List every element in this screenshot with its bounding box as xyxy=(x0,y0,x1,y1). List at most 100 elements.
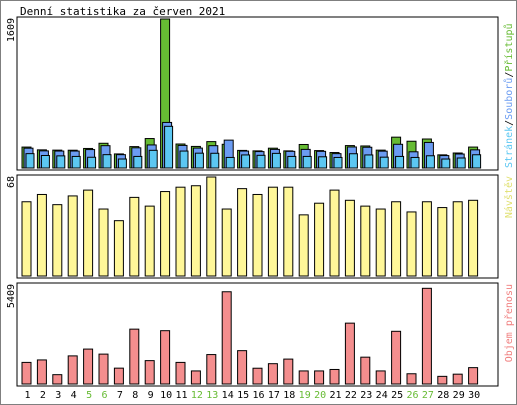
visits-bar xyxy=(298,214,309,277)
visits-bar xyxy=(175,186,186,277)
visits-series-label: Návštěv xyxy=(503,176,515,218)
day-label: 10 xyxy=(160,390,172,401)
bar-stranek xyxy=(271,152,281,169)
visits-bar xyxy=(375,208,386,277)
bar-stranek xyxy=(164,125,174,169)
visits-panel: 68 Návštěv xyxy=(6,174,515,279)
chart-title: Denní statistika za červen 2021 xyxy=(20,5,226,18)
visits-bar xyxy=(113,220,124,277)
traffic-bar xyxy=(344,322,355,385)
hits-panel-frame xyxy=(16,16,499,171)
day-label: 16 xyxy=(252,390,264,401)
bar-stranek xyxy=(25,153,35,169)
bar-stranek xyxy=(40,154,50,169)
bar-stranek xyxy=(87,156,97,169)
traffic-bar xyxy=(21,361,32,385)
visits-bar xyxy=(144,205,155,277)
day-label: 23 xyxy=(360,390,372,401)
traffic-bar xyxy=(144,360,155,385)
day-label: 22 xyxy=(345,390,357,401)
day-axis-labels: 1 2 3 4 5 6 7 8 9 10 11 12 13 14 15 16 17 18 19 20 21 22 23 24 2… xyxy=(24,390,480,401)
bar-stranek xyxy=(333,156,343,169)
visits-bar xyxy=(206,176,217,277)
visits-bar xyxy=(329,189,340,277)
bar-stranek xyxy=(441,158,451,169)
day-label: 19 xyxy=(299,390,311,401)
traffic-bar xyxy=(36,359,47,385)
traffic-bar xyxy=(298,370,309,385)
visits-bar xyxy=(160,191,171,277)
hits-legend-part: Přístupů xyxy=(503,23,515,71)
visits-bar xyxy=(221,208,232,277)
bar-stranek xyxy=(256,154,266,169)
day-label: 30 xyxy=(468,390,480,401)
day-label: 13 xyxy=(206,390,218,401)
day-label: 27 xyxy=(422,390,434,401)
traffic-bar xyxy=(190,370,201,385)
hits-legend-part: Souborů xyxy=(503,78,515,120)
day-label: 24 xyxy=(376,390,388,401)
bar-stranek xyxy=(225,156,235,169)
traffic-bar xyxy=(267,363,278,385)
bar-stranek xyxy=(348,153,358,169)
traffic-panel: 5409 Objem přenosu xyxy=(6,282,515,387)
day-label: 2 xyxy=(40,390,46,401)
visits-bar xyxy=(421,201,432,277)
day-label: 14 xyxy=(222,390,234,401)
day-label: 12 xyxy=(191,390,203,401)
traffic-bar xyxy=(98,353,109,385)
bar-stranek xyxy=(210,152,220,169)
traffic-bar xyxy=(175,361,186,385)
day-label: 7 xyxy=(117,390,123,401)
hits-legend-part: / xyxy=(504,120,515,126)
day-label: 21 xyxy=(329,390,341,401)
day-label: 26 xyxy=(406,390,418,401)
visits-bar xyxy=(190,185,201,277)
bar-stranek xyxy=(56,155,66,169)
traffic-series-label: Objem přenosu xyxy=(503,284,515,362)
bar-stranek xyxy=(456,157,466,169)
visits-bar xyxy=(314,202,325,277)
bar-stranek xyxy=(194,152,204,169)
traffic-bar xyxy=(237,350,248,385)
bar-stranek xyxy=(179,150,189,169)
hits-legend: Stránek/Souborů/Přístupů xyxy=(503,23,515,168)
visits-bar xyxy=(36,193,47,277)
hits-legend-part: Stránek xyxy=(503,126,515,168)
traffic-bar xyxy=(452,373,463,385)
bar-stranek xyxy=(395,155,405,169)
visits-bar xyxy=(83,189,94,277)
visits-bar xyxy=(360,205,371,277)
traffic-bar xyxy=(391,330,402,385)
day-label: 6 xyxy=(101,390,107,401)
visits-bar xyxy=(129,196,140,277)
traffic-bar xyxy=(67,355,78,385)
hits-ymax-label: 1609 xyxy=(6,18,17,42)
day-label: 25 xyxy=(391,390,403,401)
day-label: 4 xyxy=(71,390,77,401)
traffic-bar xyxy=(314,370,325,385)
traffic-panel-frame xyxy=(16,282,499,387)
day-label: 3 xyxy=(55,390,61,401)
traffic-bar xyxy=(206,354,217,385)
hits-legend-part: / xyxy=(504,72,515,78)
traffic-bar xyxy=(437,375,448,385)
traffic-bar xyxy=(329,368,340,385)
day-label: 18 xyxy=(283,390,295,401)
day-label: 11 xyxy=(175,390,187,401)
bar-stranek xyxy=(241,154,251,169)
visits-bar xyxy=(406,211,417,277)
traffic-bar xyxy=(421,287,432,385)
visits-bar xyxy=(468,199,479,277)
visits-bar xyxy=(452,201,463,277)
bar-stranek xyxy=(71,155,81,169)
day-label: 28 xyxy=(437,390,449,401)
visits-bar xyxy=(52,204,63,277)
day-label: 15 xyxy=(237,390,249,401)
visits-bar xyxy=(267,186,278,277)
bar-stranek xyxy=(287,155,297,169)
bar-stranek xyxy=(472,154,482,169)
bar-stranek xyxy=(102,154,112,169)
traffic-bar xyxy=(406,373,417,385)
